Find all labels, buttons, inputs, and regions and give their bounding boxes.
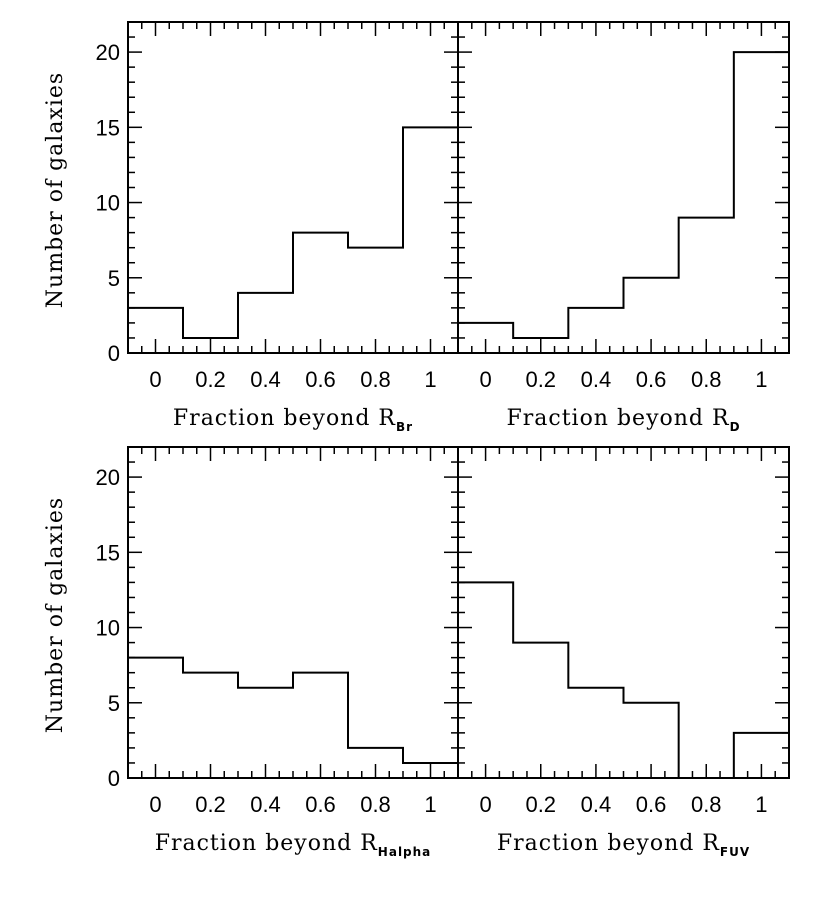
histogram-steps [128,126,458,339]
x-tick-label: 0.8 [360,792,391,817]
panel-top-right: 0 0.2 0.4 0.6 0.8 1 Fraction beyond RD [457,21,790,434]
x-tick-label: 0.2 [525,367,556,392]
x-axis-title-subscript: D [730,420,741,434]
y-axis-title-top: Number of galaxies [43,72,68,308]
x-axis-title-subscript: Br [396,420,413,434]
x-tick-label: 1 [424,367,436,392]
x-tick-label: 0.4 [581,792,612,817]
x-tick-label: 1 [424,792,436,817]
histogram-steps [458,581,789,779]
x-tick-label: 0 [479,792,491,817]
x-tick-label: 0.4 [250,792,281,817]
y-tick-label: 5 [108,266,120,291]
plot-frame [127,446,459,779]
x-axis-title-subscript: Halpha [378,845,431,859]
x-tick-label: 0 [479,367,491,392]
x-tick-label: 0 [149,792,161,817]
y-tick-label: 10 [96,191,120,216]
x-tick-label: 0.2 [195,367,226,392]
x-axis-title: Fraction beyond RD [506,406,740,434]
x-axis-title: Fraction beyond RHalpha [155,831,432,859]
plot-frame [127,21,459,354]
y-tick-label: 5 [108,691,120,716]
x-tick-label: 1 [755,367,767,392]
x-tick-label: 0.8 [360,367,391,392]
y-tick-label: 15 [96,540,120,565]
x-tick-label: 0.4 [581,367,612,392]
x-axis-title-subscript: FUV [720,845,750,859]
x-tick-label: 0.2 [525,792,556,817]
x-tick-label: 1 [755,792,767,817]
x-tick-label: 0.8 [691,792,722,817]
x-tick-label: 0.2 [195,792,226,817]
x-tick-label: 0.8 [691,367,722,392]
x-axis-title: Fraction beyond RFUV [497,831,750,859]
y-tick-label: 20 [96,465,120,490]
histogram-steps [128,656,458,764]
x-tick-label: 0.6 [636,367,667,392]
x-tick-label: 0.6 [636,792,667,817]
x-tick-label: 0 [149,367,161,392]
histogram-steps [458,51,789,339]
y-tick-label: 0 [108,341,120,366]
plot-frame [457,446,790,779]
x-tick-label: 0.6 [305,792,336,817]
y-tick-label: 20 [96,40,120,65]
y-tick-label: 0 [108,766,120,791]
y-tick-label: 10 [96,616,120,641]
x-tick-label: 0.6 [305,367,336,392]
x-axis-title: Fraction beyond RBr [173,406,413,434]
y-axis-title-bottom: Number of galaxies [43,497,68,733]
y-tick-label: 15 [96,115,120,140]
x-tick-label: 0.4 [250,367,281,392]
